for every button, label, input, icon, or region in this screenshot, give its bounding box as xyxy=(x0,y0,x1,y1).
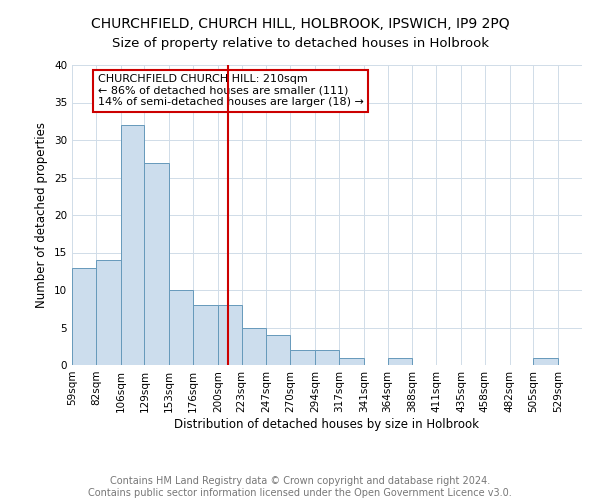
Bar xyxy=(145,162,169,365)
Bar xyxy=(193,305,218,365)
Bar xyxy=(533,358,558,365)
Bar xyxy=(242,328,266,365)
Text: Size of property relative to detached houses in Holbrook: Size of property relative to detached ho… xyxy=(112,38,488,51)
Text: Contains HM Land Registry data © Crown copyright and database right 2024.
Contai: Contains HM Land Registry data © Crown c… xyxy=(88,476,512,498)
Bar xyxy=(266,335,290,365)
Bar xyxy=(96,260,121,365)
X-axis label: Distribution of detached houses by size in Holbrook: Distribution of detached houses by size … xyxy=(175,418,479,430)
Bar xyxy=(339,358,364,365)
Bar xyxy=(121,125,145,365)
Y-axis label: Number of detached properties: Number of detached properties xyxy=(35,122,49,308)
Bar xyxy=(169,290,193,365)
Bar xyxy=(218,305,242,365)
Bar xyxy=(72,268,96,365)
Bar xyxy=(388,358,412,365)
Text: CHURCHFIELD CHURCH HILL: 210sqm
← 86% of detached houses are smaller (111)
14% o: CHURCHFIELD CHURCH HILL: 210sqm ← 86% of… xyxy=(97,74,364,107)
Bar xyxy=(315,350,339,365)
Text: CHURCHFIELD, CHURCH HILL, HOLBROOK, IPSWICH, IP9 2PQ: CHURCHFIELD, CHURCH HILL, HOLBROOK, IPSW… xyxy=(91,18,509,32)
Bar xyxy=(290,350,315,365)
